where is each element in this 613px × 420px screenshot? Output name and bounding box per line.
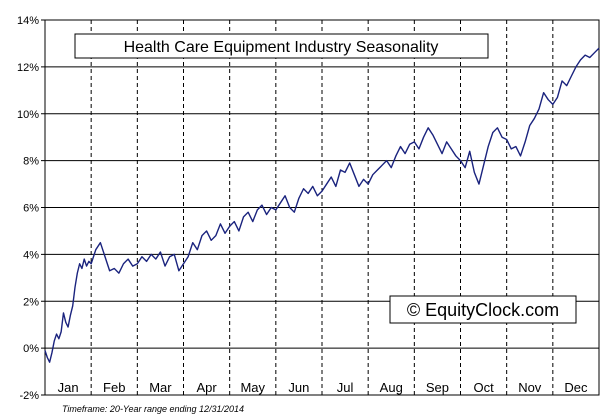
y-tick-label: 8%: [23, 156, 39, 168]
month-label: Aug: [380, 380, 403, 395]
chart-title-box: Health Care Equipment Industry Seasonali…: [74, 33, 489, 59]
month-label: Apr: [196, 380, 217, 395]
y-tick-label: 12%: [17, 62, 39, 74]
month-label: Sep: [426, 380, 449, 395]
month-label: Nov: [518, 380, 542, 395]
y-tick-label: 2%: [23, 296, 39, 308]
chart-title: Health Care Equipment Industry Seasonali…: [124, 39, 439, 56]
month-label: Mar: [149, 380, 172, 395]
month-label: May: [240, 380, 265, 395]
month-label: Jun: [288, 380, 309, 395]
y-axis-ticks: -2% 0% 2% 4% 6% 8% 10% 12% 14%: [17, 15, 45, 402]
month-label: Oct: [473, 380, 494, 395]
y-tick-label: 10%: [17, 109, 39, 121]
series-line: [44, 47, 600, 363]
x-axis-month-labels: Jan Feb Mar Apr May Jun Jul Aug Sep Oct Nov Dec: [58, 380, 588, 395]
month-label: Jul: [337, 380, 354, 395]
y-tick-label: -2%: [19, 390, 39, 402]
y-tick-label: 0%: [23, 343, 39, 355]
timeframe-footnote: Timeframe: 20-Year range ending 12/31/20…: [62, 404, 244, 414]
watermark-box: © EquityClock.com: [389, 295, 577, 324]
month-label: Dec: [564, 380, 588, 395]
y-tick-label: 14%: [17, 15, 39, 27]
watermark-text: © EquityClock.com: [407, 300, 559, 320]
y-tick-label: 6%: [23, 203, 39, 215]
month-label: Jan: [58, 380, 79, 395]
y-tick-label: 4%: [23, 249, 39, 261]
month-label: Feb: [103, 380, 125, 395]
